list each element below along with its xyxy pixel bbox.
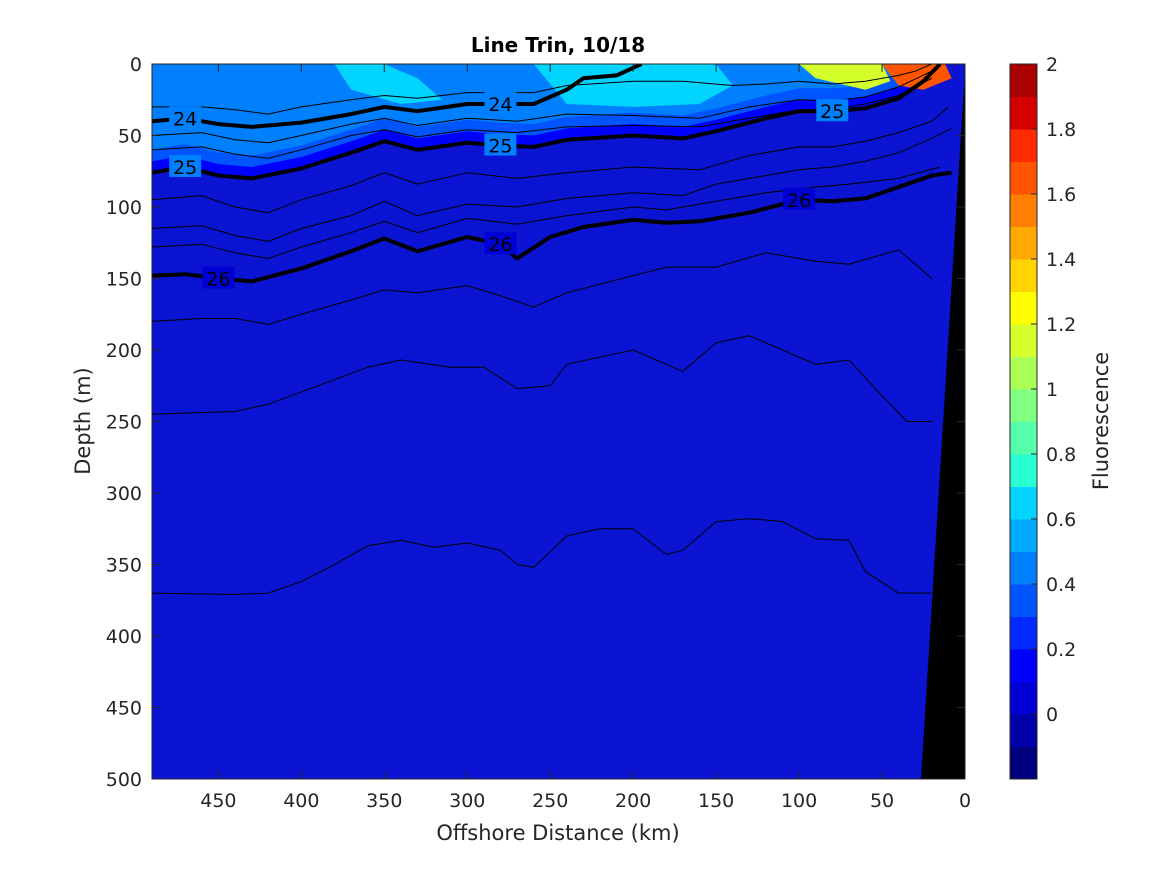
contour-label: 26 (787, 190, 811, 212)
y-tick-label: 50 (118, 126, 142, 148)
fluorescence-patch (533, 64, 733, 107)
x-tick-label: 150 (698, 790, 734, 812)
isopycnal-contours: 24 24 25 25 25 26 26 26 (152, 64, 952, 291)
contour-label-bg (484, 232, 517, 255)
contour-line (152, 106, 949, 214)
contour-label-bg (816, 99, 849, 122)
contour-label-bg (484, 92, 517, 115)
x-tick-label: 350 (366, 790, 402, 812)
y-tick-label: 300 (106, 483, 142, 505)
x-tick-label: 300 (449, 790, 485, 812)
x-tick-label: 450 (200, 790, 236, 812)
y-axis-label: Depth (m) (71, 367, 95, 474)
colorbar-segment (1010, 324, 1037, 357)
colorbar-tick-label: 1.6 (1046, 184, 1076, 206)
colorbar-segment (1010, 649, 1037, 682)
colorbar-segment (1010, 226, 1037, 260)
fluorescence-patch (799, 64, 891, 90)
colorbar-segment (1010, 454, 1037, 487)
contour-label: 24 (173, 108, 197, 130)
plot-area: 24 24 25 25 25 26 26 26 (152, 64, 965, 779)
x-tick-label: 200 (615, 790, 651, 812)
y-tick-label: 350 (106, 555, 142, 577)
y-tick-label: 200 (106, 340, 142, 362)
colorbar-tick-label: 0.4 (1046, 574, 1076, 596)
x-tick-label: 100 (781, 790, 817, 812)
bathymetry (921, 64, 965, 779)
contour-label-bg (169, 106, 202, 129)
plot-background (152, 64, 965, 779)
contour-label: 25 (488, 136, 512, 158)
colorbar-tick-label: 1.4 (1046, 249, 1076, 271)
contour-label: 26 (206, 269, 230, 291)
colorbar-tick-label: 1 (1046, 379, 1058, 401)
contour-line (152, 335, 932, 422)
colorbar-segment (1010, 746, 1037, 780)
colorbar-frame (1009, 63, 1038, 780)
colorbar-label: Fluorescence (1089, 352, 1113, 490)
colorbar-segment (1010, 486, 1037, 520)
thin-contour-lines (152, 64, 952, 596)
contour-label: 24 (488, 94, 512, 116)
x-axis-label: Offshore Distance (km) (436, 821, 679, 845)
y-axis: 0 50 100 150 200 250 300 350 400 450 500 (106, 54, 965, 791)
colorbar-segment (1010, 356, 1037, 390)
colorbar-segment (1010, 161, 1037, 195)
y-tick-label: 400 (106, 626, 142, 648)
colorbar-tick-label: 0.8 (1046, 444, 1076, 466)
isopycnal-line (152, 64, 643, 129)
x-tick-label: 0 (959, 790, 971, 812)
chart-title: Line Trin, 10/18 (471, 33, 645, 57)
colorbar-tick-label: 1.8 (1046, 119, 1076, 141)
isopycnal-line (152, 170, 952, 284)
contour-label: 25 (173, 157, 197, 179)
contour-line (152, 249, 933, 325)
contour-line (152, 518, 932, 596)
colorbar-segment (1010, 129, 1037, 162)
colorbar-segment (1010, 291, 1037, 325)
contour-label-bg (202, 266, 235, 289)
x-axis: 450 400 350 300 250 200 150 100 50 0 (200, 64, 971, 812)
contour-label-bg (783, 187, 816, 210)
contour-label: 25 (820, 101, 844, 123)
colorbar-segment (1010, 421, 1037, 455)
contour-label-bg (484, 133, 517, 156)
y-tick-label: 450 (106, 698, 142, 720)
colorbar-tick-label: 0.2 (1046, 639, 1076, 661)
colorbar-segment (1010, 551, 1037, 585)
colorbar-tick-label: 2 (1046, 54, 1058, 76)
colorbar-segment (1010, 64, 1037, 97)
fluorescence-patches (334, 64, 952, 107)
contour-line (152, 166, 941, 260)
y-tick-label: 150 (106, 269, 142, 291)
colorbar-segment (1010, 616, 1037, 650)
isopycnal-line (152, 64, 942, 181)
x-tick-label: 400 (283, 790, 319, 812)
colorbar-tick-label: 0.6 (1046, 509, 1076, 531)
x-tick-label: 50 (870, 790, 894, 812)
contour-label: 26 (488, 234, 512, 256)
colorbar-segment (1010, 681, 1037, 715)
y-tick-label: 0 (130, 54, 142, 76)
colorbar-segment (1010, 714, 1037, 747)
colorbar-segment (1010, 584, 1037, 617)
contour-line (152, 127, 952, 242)
colorbar-tick-label: 0 (1046, 704, 1058, 726)
colorbar-segment (1010, 389, 1037, 422)
y-tick-label: 500 (106, 769, 142, 791)
y-tick-label: 250 (106, 412, 142, 434)
fluorescence-patch (334, 64, 443, 105)
colorbar-segment (1010, 259, 1037, 292)
colorbar-segment (1010, 519, 1037, 552)
colorbar-segment (1010, 194, 1037, 227)
contour-line (152, 64, 932, 115)
colorbar: 0 0.2 0.4 0.6 0.8 1 1.2 1.4 1.6 1.8 2 (1009, 54, 1076, 780)
x-tick-label: 250 (532, 790, 568, 812)
colorbar-segment (1010, 96, 1037, 130)
colorbar-tick-label: 1.2 (1046, 314, 1076, 336)
y-tick-label: 100 (106, 197, 142, 219)
contour-label-bg (169, 154, 202, 177)
